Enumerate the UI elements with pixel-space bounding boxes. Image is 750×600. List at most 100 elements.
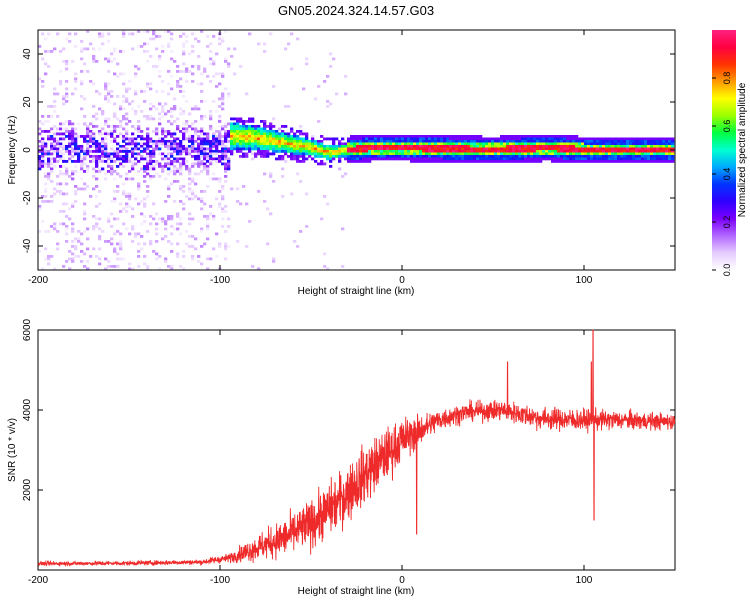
heat-cell	[209, 125, 213, 128]
heat-cell	[524, 137, 528, 141]
heat-cell	[254, 127, 258, 131]
heat-cell	[455, 150, 459, 153]
heat-cell	[614, 150, 618, 153]
heat-cell	[446, 155, 450, 158]
heat-cell	[311, 145, 315, 148]
heat-cell	[146, 145, 150, 148]
heat-cell	[563, 160, 567, 163]
heat-cell	[65, 260, 69, 263]
heat-cell	[98, 150, 102, 153]
heat-cell	[152, 37, 156, 41]
heat-cell	[497, 145, 501, 148]
heat-cell	[146, 142, 150, 146]
heat-cell	[137, 265, 141, 268]
heat-cell	[455, 152, 459, 156]
heat-cell	[50, 115, 54, 118]
heat-cell	[659, 150, 663, 153]
heat-cell	[182, 160, 186, 163]
heat-cell	[653, 137, 657, 141]
heat-cell	[368, 142, 372, 146]
heat-cell	[479, 145, 483, 148]
heat-cell	[224, 245, 228, 248]
heat-cell	[509, 157, 513, 161]
heat-cell	[296, 142, 300, 146]
heat-cell	[347, 150, 351, 153]
heat-cell	[491, 140, 495, 143]
heat-cell	[107, 125, 111, 128]
heat-cell	[167, 45, 171, 48]
heat-cell	[74, 200, 78, 203]
heat-cell	[611, 140, 615, 143]
heat-cell	[452, 147, 456, 151]
heat-cell	[215, 145, 219, 148]
heat-cell	[578, 142, 582, 146]
heat-cell	[278, 157, 282, 161]
heat-cell	[47, 157, 51, 161]
heat-cell	[218, 142, 222, 146]
heat-cell	[500, 147, 504, 151]
heat-cell	[146, 185, 150, 188]
heat-cell	[350, 140, 354, 143]
heat-cell	[143, 202, 147, 206]
heat-cell	[317, 150, 321, 153]
heat-cell	[113, 160, 117, 163]
heat-cell	[500, 160, 504, 163]
heat-cell	[449, 140, 453, 143]
heat-cell	[212, 172, 216, 176]
heat-cell	[179, 265, 183, 268]
heat-cell	[410, 145, 414, 148]
heat-cell	[95, 162, 99, 166]
heat-cell	[377, 155, 381, 158]
heat-cell	[326, 145, 330, 148]
heat-cell	[107, 57, 111, 61]
heat-cell	[221, 107, 225, 111]
heat-cell	[113, 150, 117, 153]
heat-cell	[431, 140, 435, 143]
heat-cell	[308, 142, 312, 146]
heat-cell	[524, 155, 528, 158]
heat-cell	[374, 152, 378, 156]
heat-cell	[548, 152, 552, 156]
heat-cell	[218, 117, 222, 121]
heat-cell	[536, 150, 540, 153]
heat-cell	[98, 142, 102, 146]
heat-cell	[68, 257, 72, 261]
heat-cell	[71, 160, 75, 163]
heat-cell	[494, 155, 498, 158]
heat-cell	[449, 157, 453, 161]
heat-cell	[443, 150, 447, 153]
heat-cell	[134, 145, 138, 148]
heat-cell	[245, 245, 249, 248]
heat-cell	[290, 147, 294, 151]
heat-cell	[251, 157, 255, 161]
heat-cell	[410, 140, 414, 143]
heat-cell	[422, 140, 426, 143]
heat-cell	[206, 225, 210, 228]
heat-cell	[335, 147, 339, 151]
heat-cell	[488, 142, 492, 146]
heat-cell	[143, 137, 147, 141]
heat-cell	[53, 150, 57, 153]
heat-cell	[179, 200, 183, 203]
heat-cell	[335, 155, 339, 158]
heat-cell	[137, 120, 141, 123]
heat-cell	[527, 142, 531, 146]
heat-cell	[128, 32, 132, 36]
heat-cell	[317, 155, 321, 158]
heat-cell	[251, 120, 255, 123]
heat-cell	[587, 155, 591, 158]
heat-cell	[191, 50, 195, 53]
heat-cell	[536, 140, 540, 143]
heat-cell	[248, 135, 252, 138]
heat-cell	[152, 155, 156, 158]
heat-cell	[149, 162, 153, 166]
heat-cell	[281, 137, 285, 141]
heat-cell	[98, 147, 102, 151]
heat-cell	[335, 150, 339, 153]
heat-cell	[515, 140, 519, 143]
heat-cell	[290, 145, 294, 148]
heat-cell	[224, 122, 228, 126]
heat-cell	[155, 227, 159, 231]
heat-cell	[152, 250, 156, 253]
heat-cell	[497, 137, 501, 141]
